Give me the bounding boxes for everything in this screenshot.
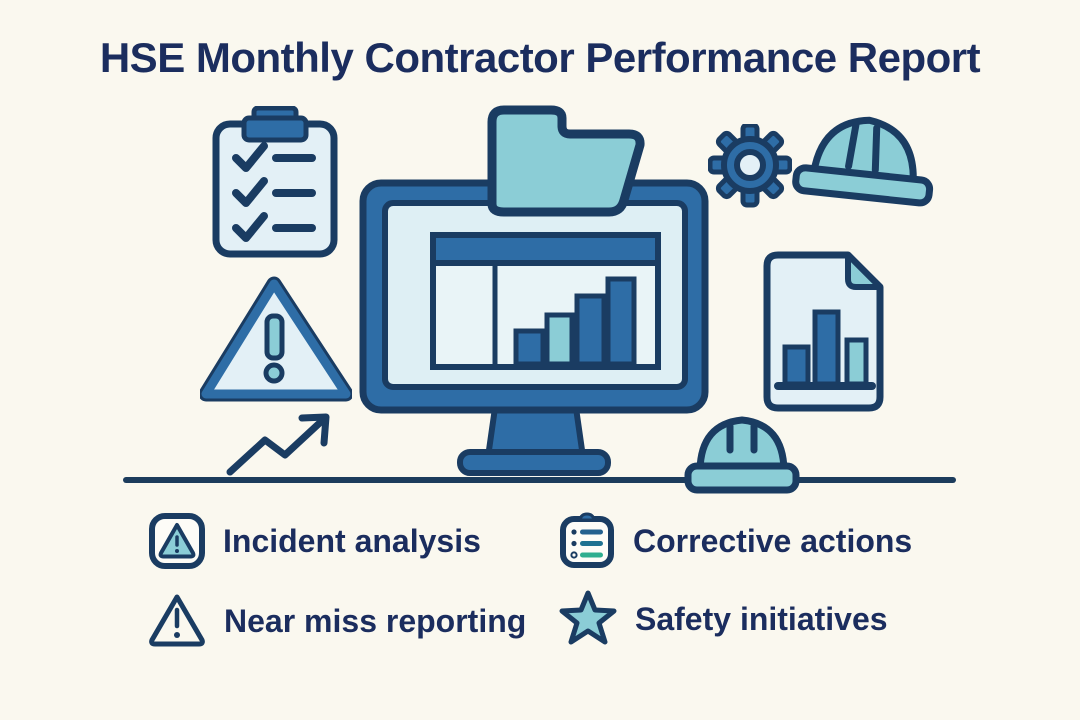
- folder-icon: [487, 105, 645, 217]
- legend-label: Incident analysis: [223, 522, 481, 559]
- legend-label: Corrective actions: [633, 522, 913, 559]
- doc-bar-2: [812, 309, 841, 387]
- legend-label: Near miss reporting: [224, 602, 527, 639]
- hard-hat-large-icon: [792, 116, 934, 207]
- legend-item-near-miss-reporting: Near miss reporting: [147, 592, 526, 650]
- near-miss-warning-triangle-icon: [149, 594, 205, 647]
- clipboard-checklist-icon: [212, 106, 338, 258]
- trend-up-arrow-icon: [226, 413, 330, 476]
- legend-item-incident-analysis: Incident analysis: [148, 512, 481, 570]
- legend-item-safety-initiatives: Safety initiatives: [558, 590, 888, 648]
- incident-analysis-badge-icon: [149, 513, 205, 569]
- safety-star-icon: [559, 590, 617, 645]
- bar-2: [544, 312, 575, 367]
- folded-corner: [845, 252, 883, 290]
- divider-line: [123, 477, 956, 483]
- hard-hat-small-icon: [684, 416, 800, 494]
- exclamation-dot: [263, 362, 285, 384]
- legend-item-corrective-actions: Corrective actions: [558, 512, 912, 570]
- warning-triangle-icon: [200, 276, 352, 402]
- legend-label: Safety initiatives: [635, 600, 888, 637]
- document-chart-icon: [763, 251, 884, 412]
- exclamation-bar: [264, 313, 285, 361]
- page-title: HSE Monthly Contractor Performance Repor…: [99, 34, 981, 81]
- bar-4: [605, 276, 637, 367]
- doc-bar-3: [844, 337, 869, 387]
- monitor-base: [457, 449, 611, 476]
- monitor-dashboard-icon: [359, 105, 709, 476]
- corrective-actions-checklist-icon: [560, 512, 614, 568]
- doc-bar-1: [782, 344, 811, 387]
- bar-1: [513, 328, 546, 367]
- dashboard-window: [430, 232, 661, 370]
- bar-3: [574, 293, 607, 367]
- gear-icon: [708, 124, 792, 208]
